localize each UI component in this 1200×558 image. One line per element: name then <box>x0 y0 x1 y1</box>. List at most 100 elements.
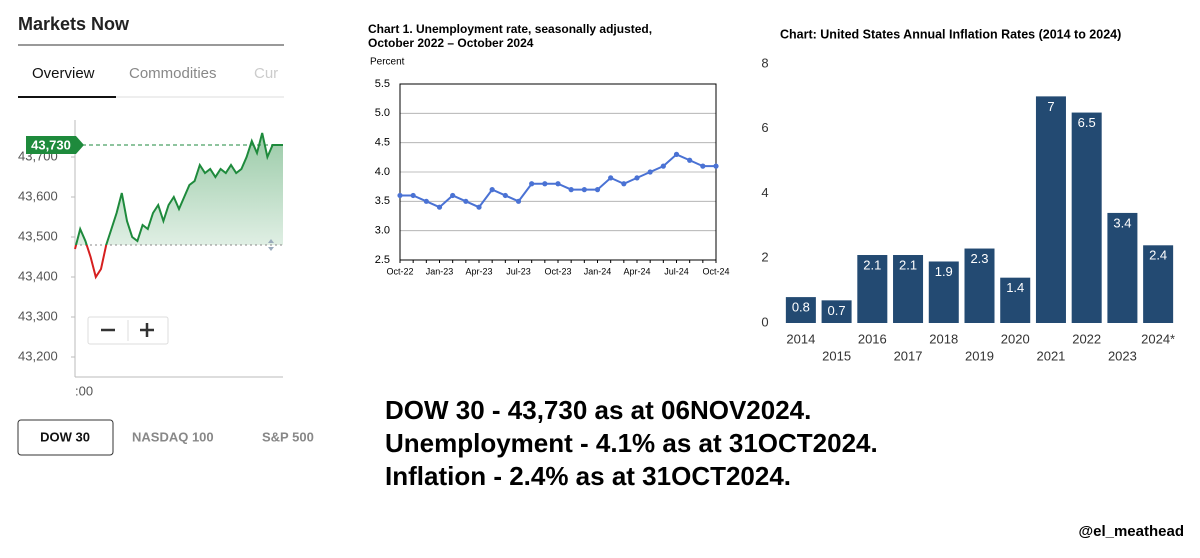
point <box>489 187 495 193</box>
point <box>515 198 522 204</box>
value-label: 2.3 <box>970 251 988 266</box>
y-tick-label: 0 <box>761 314 768 329</box>
chart-title: October 2022 – October 2024 <box>368 36 534 50</box>
y-tick-label: 4.5 <box>375 137 390 149</box>
y-tick-label: 3.0 <box>375 225 390 237</box>
y-tick-label: 43,200 <box>18 348 58 363</box>
area <box>75 133 283 245</box>
y-tick-label: 3.5 <box>375 195 390 207</box>
scroll-handle <box>268 239 274 251</box>
y-tick-label: 5.0 <box>375 107 390 119</box>
value-label: 1.4 <box>1006 280 1024 295</box>
y-tick-label: 8 <box>761 55 768 70</box>
point <box>687 157 693 163</box>
y-tick-label: 4 <box>761 185 768 200</box>
x-tick-label: 2016 <box>858 331 887 346</box>
bar <box>893 255 924 323</box>
x-tick-label: Jul-23 <box>506 266 531 276</box>
index-tab[interactable]: S&P 500 <box>262 429 314 444</box>
current-label: 43,730 <box>31 137 71 152</box>
y-tick-label: 4.0 <box>375 166 390 178</box>
chart-title: Chart 1. Unemployment rate, seasonally a… <box>368 22 652 36</box>
value-label: 0.8 <box>792 300 810 315</box>
point <box>568 187 574 193</box>
y-axis-label: Percent <box>370 57 405 68</box>
bar <box>1143 245 1174 323</box>
x-tick-label: 2023 <box>1108 348 1137 363</box>
widget-title: Markets Now <box>18 14 130 34</box>
x-tick-label: Oct-23 <box>544 266 571 276</box>
point <box>647 169 653 175</box>
index-tab-active[interactable] <box>17 419 114 456</box>
x-tick-label: Apr-24 <box>623 266 650 276</box>
point <box>542 181 548 187</box>
point <box>436 204 443 210</box>
y-tick-label: 43,500 <box>18 228 58 243</box>
point <box>673 151 680 157</box>
point <box>502 192 508 199</box>
bar <box>928 261 959 323</box>
bar <box>964 248 995 323</box>
point <box>700 163 706 169</box>
value-label: 7 <box>1047 99 1054 114</box>
y-tick-label: 5.5 <box>375 78 390 90</box>
bar <box>1000 277 1031 323</box>
point <box>621 181 627 187</box>
point <box>410 192 416 199</box>
tab[interactable]: Overview <box>32 65 95 82</box>
x-tick-label: 2021 <box>1036 348 1065 363</box>
y-tick-label: 6 <box>761 120 768 135</box>
tabs: Overview Commodities Cur <box>32 65 278 82</box>
point <box>397 192 403 199</box>
x-tick-label: Jan-24 <box>584 266 612 276</box>
point <box>594 187 601 193</box>
bar <box>1035 96 1066 323</box>
handle: @el_meathead <box>1078 523 1184 540</box>
caption-line: Inflation - 2.4% as at 31OCT2024. <box>385 461 791 491</box>
value-label: 3.4 <box>1113 215 1131 230</box>
value-label: 2.1 <box>899 257 917 272</box>
point <box>608 175 614 181</box>
point <box>713 163 719 169</box>
bar <box>857 255 888 323</box>
value-label: 6.5 <box>1078 115 1096 130</box>
chart-title: Chart: United States Annual Inflation Ra… <box>780 27 1121 41</box>
point <box>581 187 587 193</box>
index-tab[interactable]: DOW 30 <box>40 429 90 444</box>
x-tick-label: 2014 <box>786 331 815 346</box>
y-tick-label: 2.5 <box>375 254 390 266</box>
point <box>476 204 482 210</box>
caption-line: Unemployment - 4.1% as at 31OCT2024. <box>385 428 878 458</box>
value-label: 2.4 <box>1149 248 1167 263</box>
tab[interactable]: Commodities <box>129 65 217 82</box>
x-tick-label: 2018 <box>929 331 958 346</box>
x-tick-label: 2017 <box>894 348 923 363</box>
point <box>463 198 469 204</box>
point <box>529 181 535 187</box>
x-tick-label: 2020 <box>1001 331 1030 346</box>
bar <box>1107 212 1138 323</box>
y-tick-label: 2 <box>761 250 768 265</box>
y-tick-label: 43,400 <box>18 268 58 283</box>
x-tick-label: Jan-23 <box>426 266 454 276</box>
x-tick-label: 2019 <box>965 348 994 363</box>
x-tick-label: 2024* <box>1141 331 1175 346</box>
zoom-in[interactable] <box>140 323 154 337</box>
bar <box>785 297 816 323</box>
value-label: 1.9 <box>935 264 953 279</box>
point <box>555 181 561 187</box>
point <box>423 198 429 204</box>
tab[interactable]: Cur <box>254 65 278 82</box>
x-tick-label: 2015 <box>822 348 851 363</box>
x-tick-label: Apr-23 <box>465 266 492 276</box>
point <box>634 175 640 181</box>
bar <box>821 300 852 323</box>
x-tick-label: Oct-24 <box>702 266 729 276</box>
x-tick-label: :00 <box>75 383 93 398</box>
value-label: 0.7 <box>828 303 846 318</box>
point <box>660 163 666 169</box>
index-tab[interactable]: NASDAQ 100 <box>132 429 214 444</box>
caption-line: DOW 30 - 43,730 as at 06NOV2024. <box>385 395 811 425</box>
